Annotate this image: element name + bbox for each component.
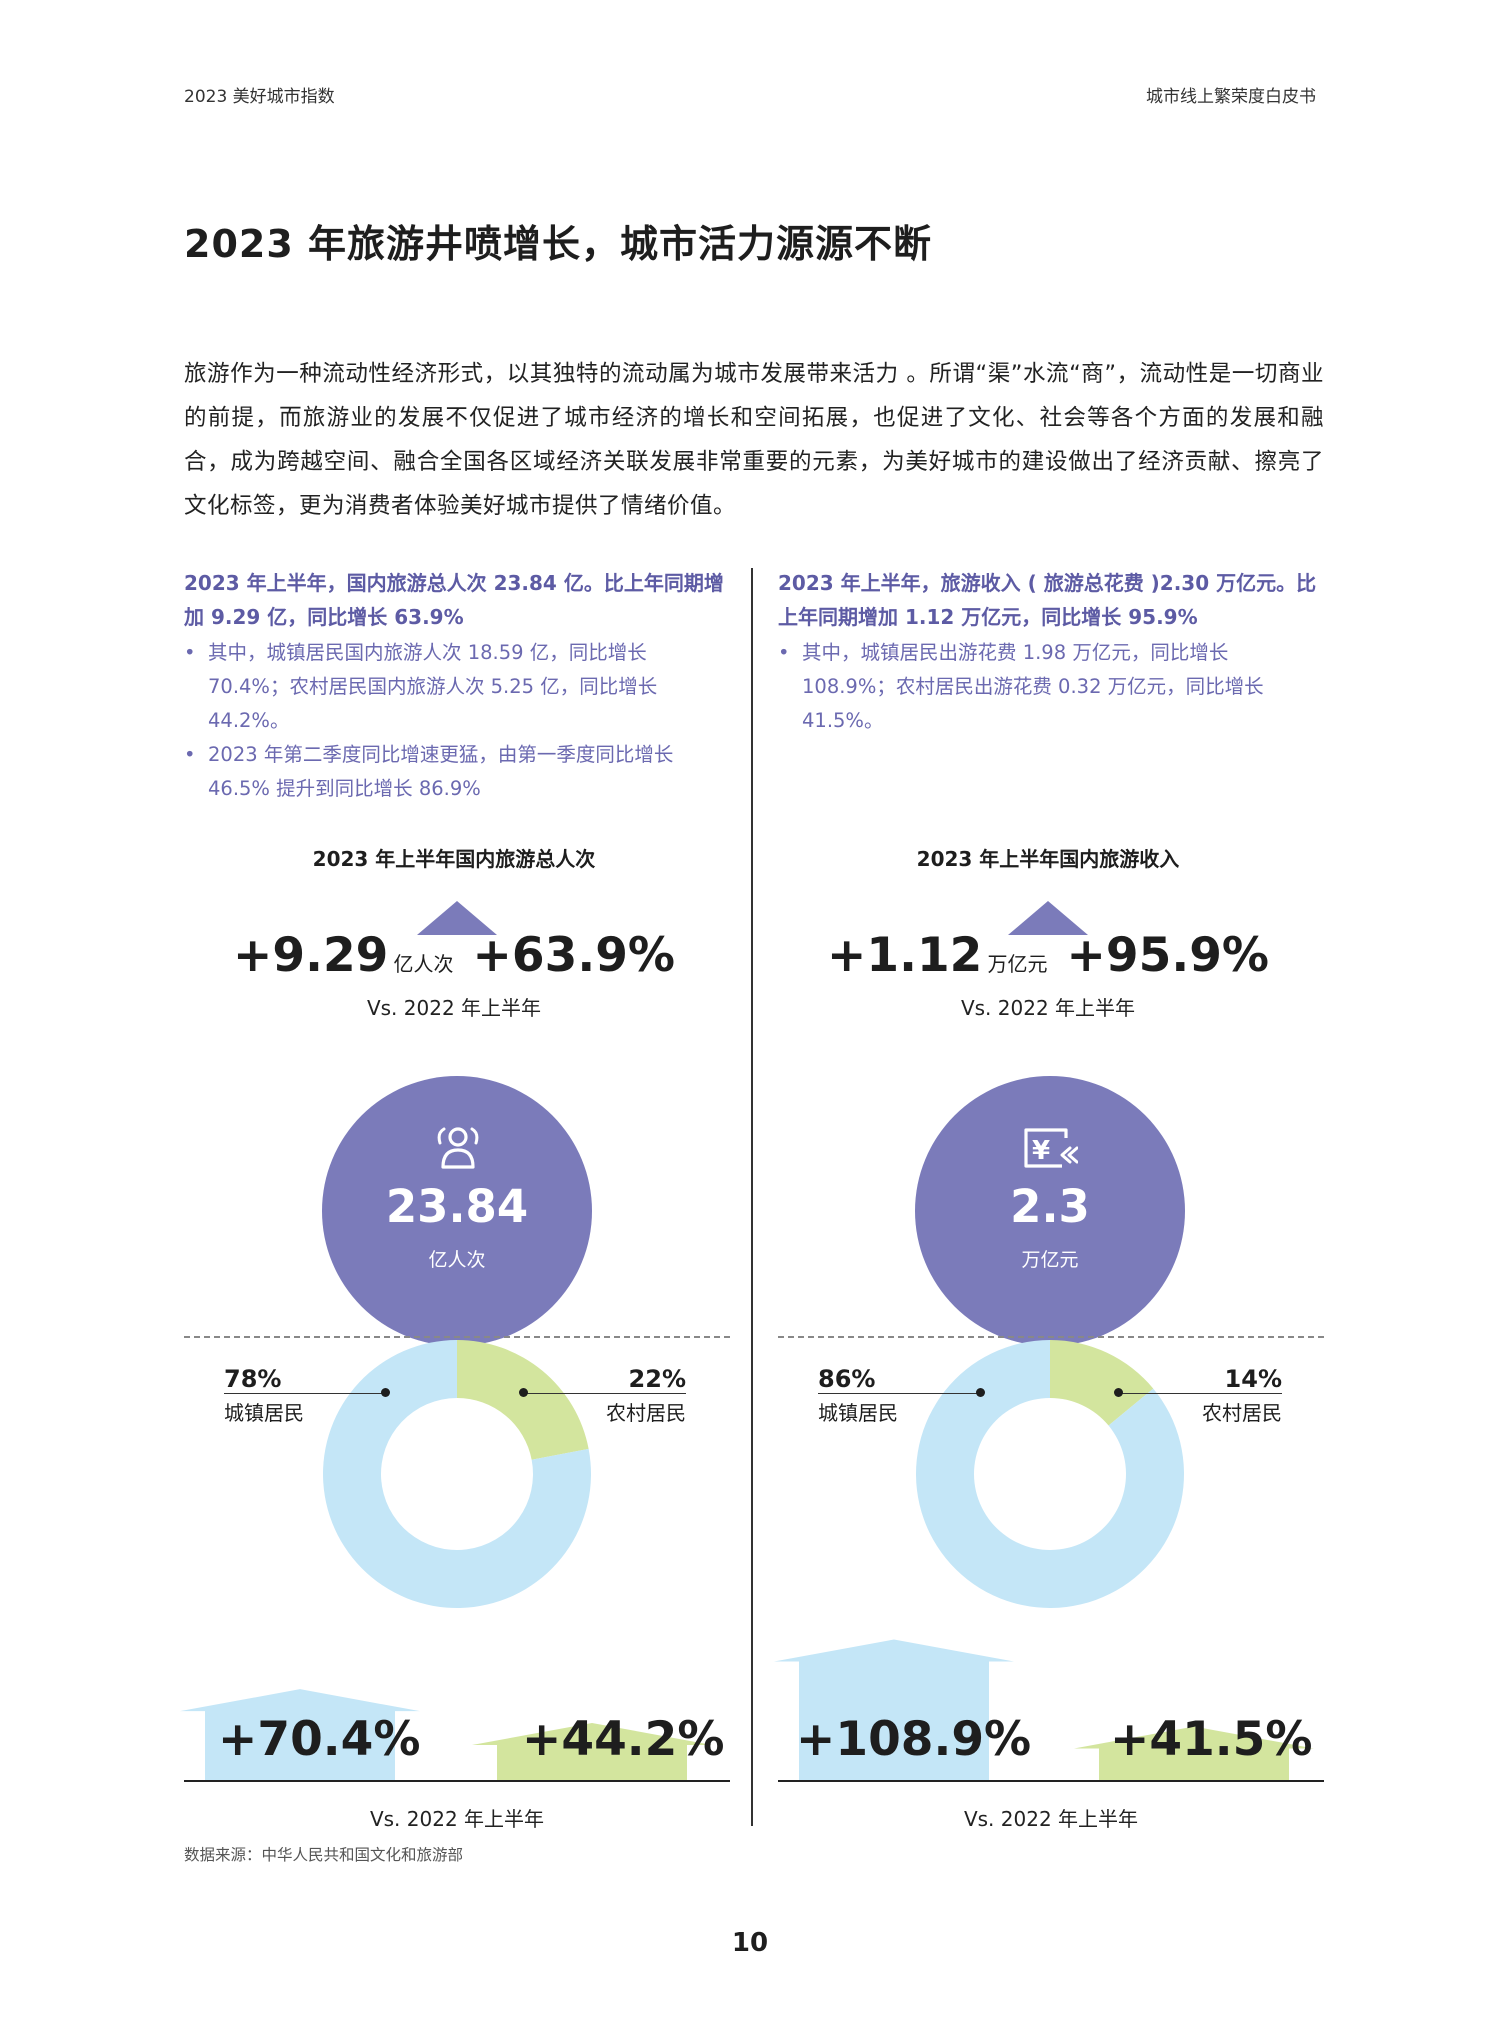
bullet-text: 其中，城镇居民出游花费 1.98 万亿元，同比增长 108.9%；农村居民出游花… bbox=[802, 641, 1264, 732]
left-vs-label: Vs. 2022 年上半年 bbox=[366, 996, 542, 1020]
left-circle-unit: 亿人次 bbox=[428, 1249, 486, 1271]
right-urban-pct: 86% bbox=[818, 1365, 876, 1393]
right-rural-growth: +41.5% bbox=[1110, 1712, 1313, 1767]
right-donut-slice-urban bbox=[916, 1340, 1184, 1608]
list-item: • 2023 年第二季度同比增速更猛，由第一季度同比增长 46.5% 提升到同比增… bbox=[184, 743, 674, 800]
left-increase-value: +9.29 bbox=[233, 928, 389, 983]
left-urban-marker bbox=[381, 1388, 390, 1397]
list-item: • 其中，城镇居民出游花费 1.98 万亿元，同比增长 108.9%；农村居民出游… bbox=[778, 641, 1264, 732]
left-circle-value: 23.84 bbox=[385, 1180, 529, 1233]
right-urban-marker bbox=[976, 1388, 985, 1397]
right-increase-unit: 万亿元 bbox=[987, 952, 1048, 976]
left-summary: 2023 年上半年，国内旅游总人次 23.84 亿。比上年同期增加 9.29 亿… bbox=[184, 566, 730, 806]
right-rural-growth-arrow bbox=[1074, 1726, 1314, 1780]
right-rural-pct: 14% bbox=[1224, 1365, 1282, 1393]
page-number: 10 bbox=[731, 1928, 769, 1958]
right-urban-growth-arrow bbox=[774, 1639, 1014, 1780]
left-rural-growth-arrow bbox=[472, 1722, 712, 1780]
column-divider bbox=[751, 568, 753, 1826]
left-vs-bottom: Vs. 2022 年上半年 bbox=[369, 1807, 545, 1831]
up-triangle-icon bbox=[417, 901, 497, 935]
left-rural-marker bbox=[519, 1388, 528, 1397]
right-donut-slice-rural bbox=[1050, 1340, 1154, 1426]
right-circle-value: 2.3 bbox=[1010, 1180, 1090, 1233]
left-donut-slice-rural bbox=[457, 1340, 589, 1460]
intro-paragraph: 旅游作为一种流动性经济形式，以其独特的流动属为城市发展带来活力 。所谓“渠”水流… bbox=[184, 361, 1324, 519]
left-rural-leader-line bbox=[524, 1393, 686, 1394]
right-growth-value: +95.9% bbox=[1066, 928, 1269, 983]
left-rural-label: 农村居民 bbox=[606, 1401, 686, 1425]
data-source: 数据来源：中华人民共和国文化和旅游部 bbox=[184, 1846, 464, 1864]
right-urban-growth: +108.9% bbox=[796, 1712, 1032, 1767]
right-urban-leader-line bbox=[818, 1393, 980, 1394]
right-vs-label: Vs. 2022 年上半年 bbox=[960, 996, 1136, 1020]
page-title: 2023 年旅游井喷增长，城市活力源源不断 bbox=[184, 222, 932, 266]
left-increase-unit: 亿人次 bbox=[393, 952, 454, 976]
yen-card-icon: ¥ bbox=[1024, 1128, 1078, 1168]
right-dashed-separator bbox=[778, 1336, 1324, 1338]
right-rural-leader-line bbox=[1120, 1393, 1282, 1394]
people-icon bbox=[437, 1127, 479, 1169]
left-donut-chart bbox=[322, 1340, 591, 1608]
left-growth-value: +63.9% bbox=[472, 928, 675, 983]
right-growth-arrows bbox=[774, 1639, 1314, 1780]
left-total-circle bbox=[322, 1076, 592, 1346]
list-item: • 其中，城镇居民国内旅游人次 18.59 亿，同比增长 70.4%；农村居民国内… bbox=[184, 641, 658, 732]
header-left: 2023 美好城市指数 bbox=[184, 87, 335, 107]
left-dashed-separator bbox=[184, 1336, 730, 1338]
right-baseline bbox=[778, 1780, 1324, 1782]
right-summary: 2023 年上半年，旅游收入 ( 旅游总花费 )2.30 万亿元。比上年同期增加… bbox=[778, 566, 1324, 738]
left-bullet-list: • 其中，城镇居民国内旅游人次 18.59 亿，同比增长 70.4%；农村居民国内… bbox=[184, 636, 730, 806]
left-urban-label: 城镇居民 bbox=[224, 1401, 304, 1425]
left-urban-growth-arrow bbox=[180, 1689, 420, 1780]
right-rural-label: 农村居民 bbox=[1202, 1401, 1282, 1425]
right-circle-unit: 万亿元 bbox=[1021, 1249, 1079, 1271]
left-urban-pct: 78% bbox=[224, 1365, 282, 1393]
bullet-text: 其中，城镇居民国内旅游人次 18.59 亿，同比增长 70.4%；农村居民国内旅… bbox=[208, 641, 658, 732]
left-urban-leader-line bbox=[224, 1393, 386, 1394]
left-highlight: 2023 年上半年，国内旅游总人次 23.84 亿。比上年同期增加 9.29 亿… bbox=[184, 571, 724, 629]
right-urban-label: 城镇居民 bbox=[818, 1401, 898, 1425]
right-increase-value: +1.12 bbox=[827, 928, 983, 983]
right-highlight: 2023 年上半年，旅游收入 ( 旅游总花费 )2.30 万亿元。比上年同期增加… bbox=[778, 571, 1317, 629]
header-right: 城市线上繁荣度白皮书 bbox=[1146, 87, 1316, 107]
left-rural-growth: +44.2% bbox=[522, 1712, 725, 1767]
svg-text:¥: ¥ bbox=[1032, 1136, 1050, 1166]
left-increase-row: +9.29 亿人次 +63.9% bbox=[184, 928, 724, 983]
right-chart-title: 2023 年上半年国内旅游收入 bbox=[916, 847, 1180, 871]
left-urban-growth: +70.4% bbox=[218, 1712, 421, 1767]
left-growth-arrows bbox=[180, 1689, 712, 1780]
right-vs-bottom: Vs. 2022 年上半年 bbox=[963, 1807, 1139, 1831]
left-rural-pct: 22% bbox=[628, 1365, 686, 1393]
left-donut-slice-urban bbox=[322, 1340, 591, 1608]
right-rural-marker bbox=[1114, 1388, 1123, 1397]
up-triangle-icon bbox=[1008, 901, 1088, 935]
right-increase-row: +1.12 万亿元 +95.9% bbox=[778, 928, 1318, 983]
right-donut-chart bbox=[916, 1340, 1184, 1608]
left-chart-title: 2023 年上半年国内旅游总人次 bbox=[312, 847, 596, 871]
bullet-text: 2023 年第二季度同比增速更猛，由第一季度同比增长 46.5% 提升到同比增长… bbox=[208, 743, 674, 800]
left-baseline bbox=[184, 1780, 730, 1782]
right-total-circle bbox=[915, 1076, 1185, 1346]
right-bullet-list: • 其中，城镇居民出游花费 1.98 万亿元，同比增长 108.9%；农村居民出游… bbox=[778, 636, 1324, 738]
